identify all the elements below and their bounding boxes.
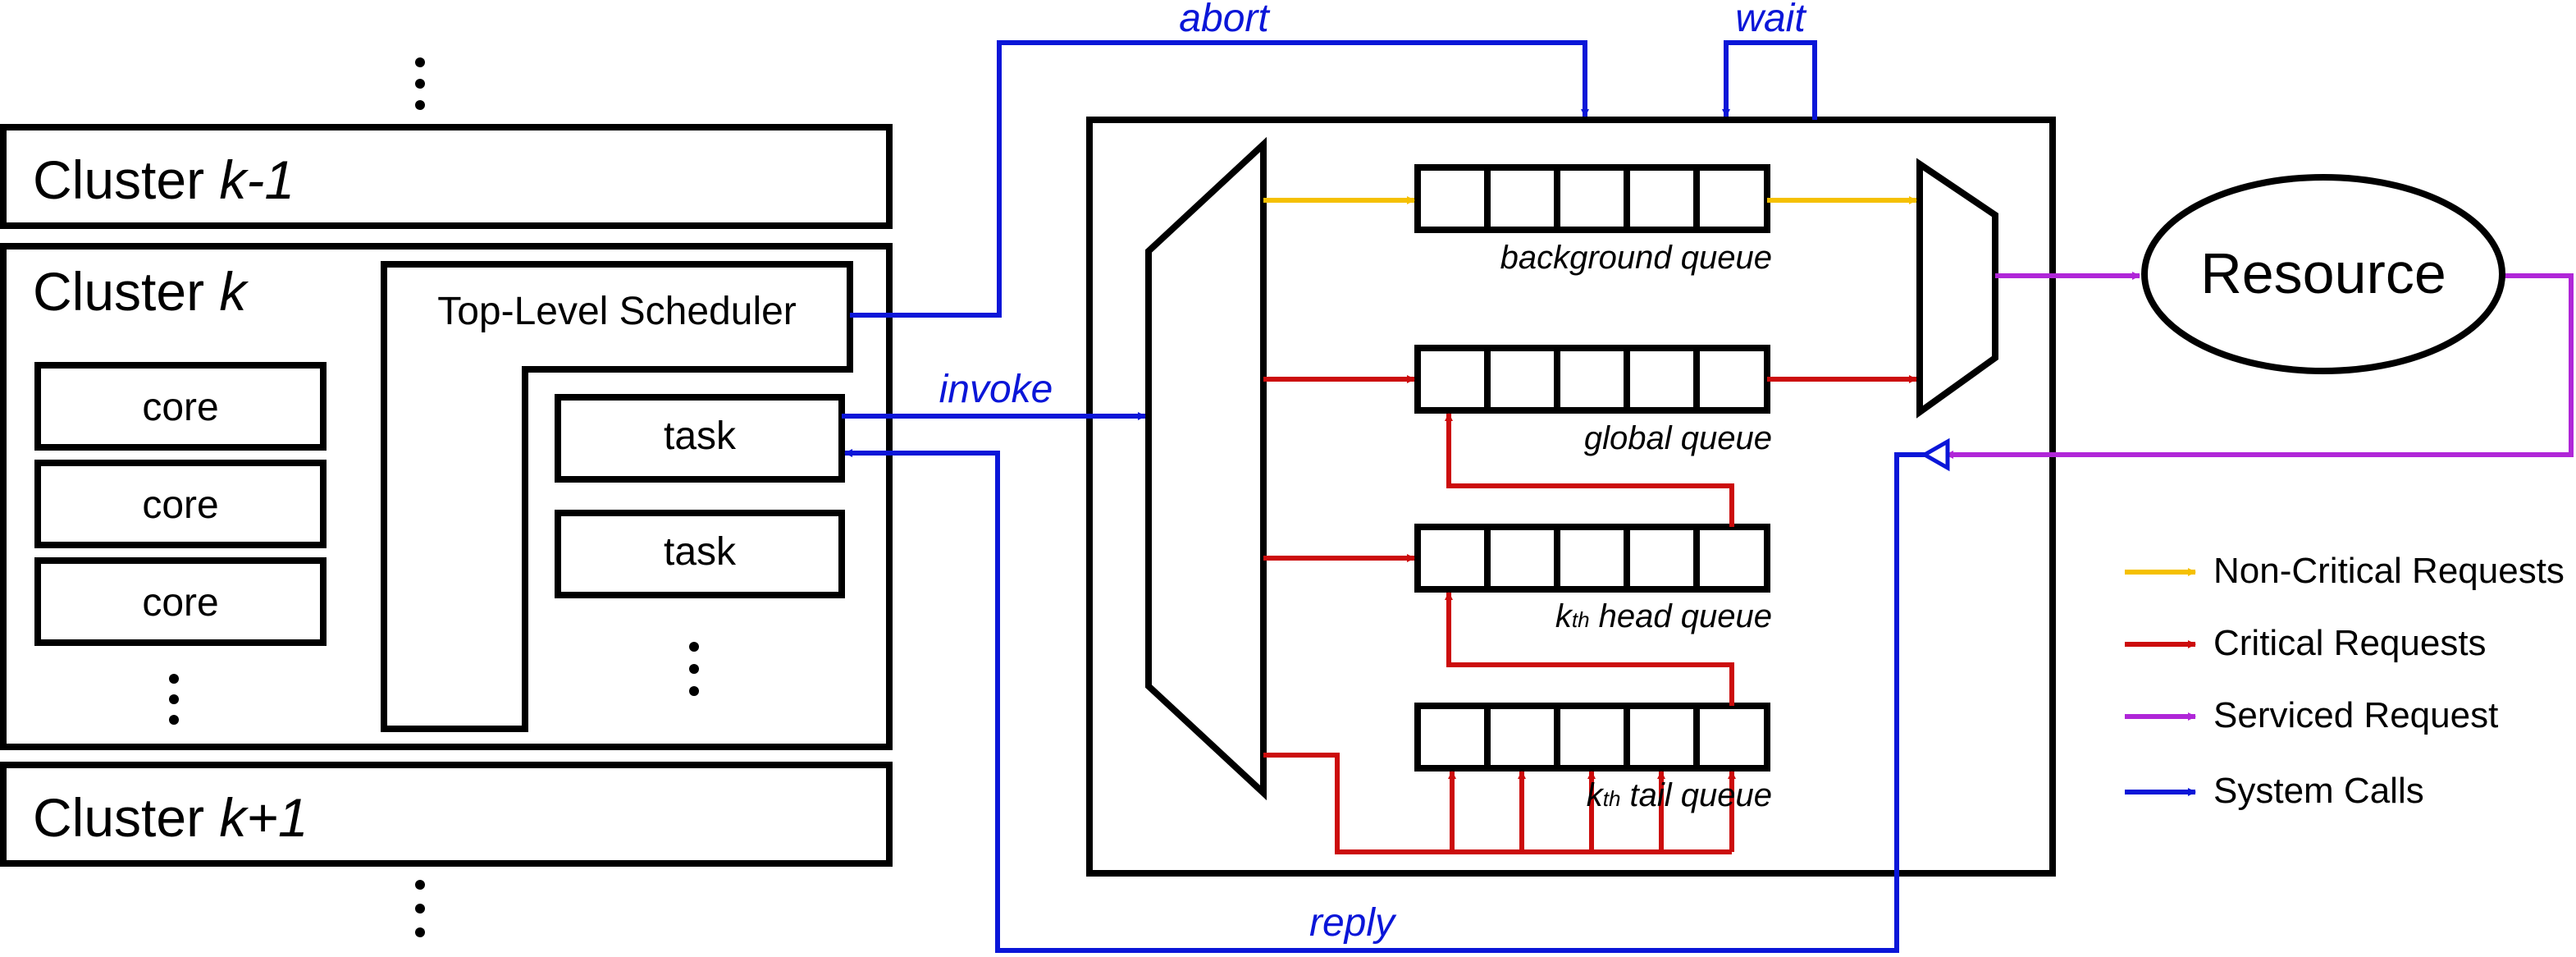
invoke-label: invoke xyxy=(939,368,1053,411)
core-box xyxy=(34,557,327,646)
reply-arrow xyxy=(844,449,1933,953)
abort-arrow xyxy=(850,40,1589,318)
tail-queue xyxy=(1414,703,1770,772)
task-box xyxy=(555,510,845,598)
core-label: core xyxy=(142,483,218,527)
critical-arrow-tail-bus xyxy=(1263,753,1732,854)
resource-label: Resource xyxy=(2200,241,2446,305)
background-queue xyxy=(1414,164,1770,233)
core-label: core xyxy=(142,581,218,625)
global-queue xyxy=(1414,345,1770,414)
serviced-arrow-return xyxy=(1945,273,2574,459)
vdots-bottom xyxy=(415,880,425,937)
legend-critical-label: Critical Requests xyxy=(2213,623,2487,663)
cluster-current: Cluster k core core core Top-Level Sched… xyxy=(0,243,893,750)
wait-arrow xyxy=(1722,40,1817,120)
head-to-global-arrow xyxy=(1445,413,1734,527)
head-queue xyxy=(1414,524,1770,593)
cluster-next: Cluster k+1 xyxy=(0,762,893,867)
cluster-current-index: k xyxy=(219,261,249,322)
reply-label: reply xyxy=(1309,901,1397,945)
cluster-current-prefix: Cluster xyxy=(33,261,219,322)
legend-syscall-label: System Calls xyxy=(2213,771,2424,811)
demux-trapezoid xyxy=(1145,136,1267,801)
scheduler-box xyxy=(381,261,853,732)
cluster-prev-index: k-1 xyxy=(219,149,295,210)
legend: Non-Critical Requests Critical Requests … xyxy=(2125,551,2565,811)
svg-text:Cluster k: Cluster k xyxy=(33,261,249,322)
cluster-next-index: k+1 xyxy=(219,787,308,848)
scheduler-label: Top-Level Scheduler xyxy=(437,290,797,333)
head-queue-label: kth head queue xyxy=(1555,598,1772,634)
core-box xyxy=(34,362,327,451)
task-label: task xyxy=(664,530,737,574)
vdots-cores xyxy=(169,674,179,725)
cluster-next-prefix: Cluster xyxy=(33,787,219,848)
legend-noncritical-label: Non-Critical Requests xyxy=(2213,551,2565,591)
global-queue-label: global queue xyxy=(1584,420,1772,456)
task-label: task xyxy=(664,414,737,458)
mux-trapezoid xyxy=(1916,158,1998,419)
cluster-prev-prefix: Cluster xyxy=(33,149,219,210)
background-queue-label: background queue xyxy=(1500,240,1772,276)
tail-queue-label: kth tail queue xyxy=(1587,777,1772,813)
core-box xyxy=(34,460,327,548)
abort-label: abort xyxy=(1179,0,1270,40)
svg-text:Cluster k-1: Cluster k-1 xyxy=(33,149,295,210)
tail-to-head-arrow xyxy=(1445,592,1734,706)
vdots-tasks xyxy=(689,642,699,696)
resource-ellipse xyxy=(2141,174,2505,374)
core-label: core xyxy=(142,386,218,429)
vdots-top xyxy=(415,57,425,110)
cluster-prev: Cluster k-1 xyxy=(0,124,893,229)
legend-serviced-label: Serviced Request xyxy=(2213,695,2498,735)
wait-label: wait xyxy=(1735,0,1806,40)
svg-text:Cluster k+1: Cluster k+1 xyxy=(33,787,308,848)
task-box xyxy=(555,394,845,483)
reply-open-arrowhead xyxy=(1920,437,1950,472)
